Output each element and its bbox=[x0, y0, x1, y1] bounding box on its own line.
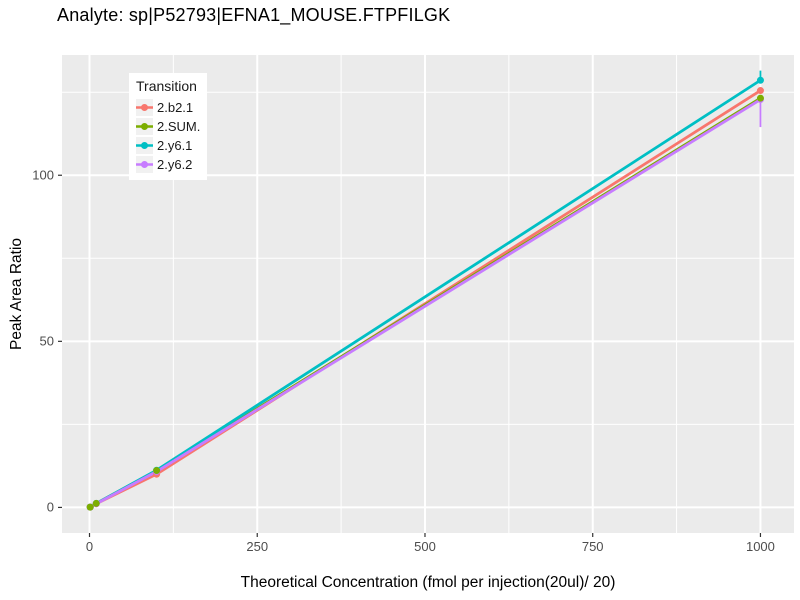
data-point-2.SUM. bbox=[153, 467, 161, 475]
legend-key-icon bbox=[136, 137, 153, 154]
legend-title: Transition bbox=[136, 78, 197, 94]
legend: Transition 2.b2.1 2.SUM. 2.y6.1 2.y6.2 bbox=[129, 73, 207, 180]
x-tick-label: 0 bbox=[85, 539, 94, 554]
y-tick-label: 100 bbox=[32, 167, 54, 183]
data-point-2.y6.1 bbox=[756, 76, 764, 84]
legend-key-icon bbox=[136, 99, 153, 116]
legend-item-2.b2.1: 2.b2.1 bbox=[136, 98, 207, 117]
y-tick-label: 50 bbox=[39, 333, 54, 349]
data-point-2.SUM. bbox=[92, 499, 100, 507]
data-point-2.SUM. bbox=[756, 94, 764, 102]
legend-item-2.y6.1: 2.y6.1 bbox=[136, 136, 207, 155]
legend-key-icon bbox=[136, 156, 153, 173]
legend-item-label: 2.y6.2 bbox=[157, 157, 193, 172]
legend-key-icon bbox=[136, 118, 153, 135]
legend-item-label: 2.y6.1 bbox=[157, 138, 193, 153]
data-point-2.b2.1 bbox=[756, 87, 764, 95]
legend-item-label: 2.SUM. bbox=[157, 119, 201, 134]
x-tick-label: 250 bbox=[246, 539, 269, 554]
plot-area bbox=[58, 55, 794, 537]
y-tick-label: 0 bbox=[46, 499, 54, 515]
chart-title: Analyte: sp|P52793|EFNA1_MOUSE.FTPFILGK bbox=[57, 5, 451, 25]
x-tick-label: 1000 bbox=[745, 539, 775, 554]
legend-items: 2.b2.1 2.SUM. 2.y6.1 2.y6.2 bbox=[136, 98, 207, 174]
x-axis-title: Theoretical Concentration (fmol per inje… bbox=[240, 574, 616, 591]
data-point-2.SUM. bbox=[86, 503, 94, 511]
x-tick-label: 500 bbox=[414, 539, 436, 554]
legend-item-2.y6.2: 2.y6.2 bbox=[136, 155, 207, 174]
legend-item-label: 2.b2.1 bbox=[157, 100, 194, 115]
x-tick-label: 750 bbox=[581, 539, 604, 554]
legend-item-2.SUM.: 2.SUM. bbox=[136, 117, 207, 136]
